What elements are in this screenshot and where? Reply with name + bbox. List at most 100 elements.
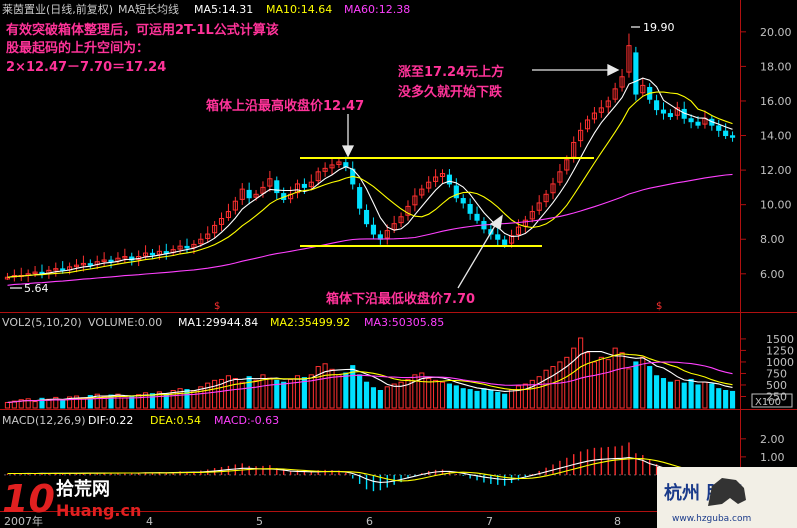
vol-value: VOLUME:0.00 [88,316,162,329]
volume-bar [205,382,211,409]
vol-axis-label: 500 [766,379,787,392]
volume-bar [218,378,225,409]
candle-body [433,176,439,182]
candle-body [405,205,411,216]
volume-bar [329,368,335,409]
vol-ma2: MA2:35499.92 [270,316,350,329]
candle-body [578,129,584,142]
volume-bar [87,395,93,409]
vol-ma2-line [7,353,733,404]
volume-bar [370,387,377,409]
volume-bar [115,393,121,409]
candle-body [122,256,128,259]
volume-bar [709,383,715,409]
volume-bar [39,397,45,409]
candle-body [108,259,114,263]
left-watermark: 10 拾荒网 Huang.cn [2,477,141,521]
candle-body [87,263,93,266]
target-label-2: 没多久就开始下跌 [398,84,503,100]
volume-bar [481,388,487,409]
volume-bar [529,379,535,409]
volume-bar [460,388,466,409]
candle-body [322,167,328,172]
volume-bar [688,378,694,409]
volume-bar [681,382,687,409]
x-label-6: 6 [366,515,373,528]
box-bottom-label: 箱体下沿最低收盘价7.70 [326,291,475,307]
ma10-line [7,91,733,278]
candle-body [301,183,307,188]
volume-bar [391,383,397,409]
candle-body [315,171,321,182]
volume-bar [136,394,142,409]
ma5-line [7,77,733,278]
volume-bar [246,376,252,409]
candle-body [239,188,245,200]
candle-body [212,224,218,234]
volume-bar [446,383,452,409]
volume-bar [60,400,66,409]
volume-bar [702,381,708,409]
candle-body [474,213,480,221]
candle-body [225,211,232,218]
volume-bar [350,365,356,409]
volume-bar [170,389,176,409]
candle-body [536,202,542,211]
macd-value: MACD:-0.63 [214,414,279,427]
candle-body [667,113,673,118]
volume-bar [294,375,301,409]
volume-bar [308,374,314,409]
candle-body [688,118,694,123]
candle-body [343,162,349,168]
candle-body [198,238,204,245]
candle-body [177,245,183,250]
volume-bar [357,374,363,409]
candle-body [357,187,363,209]
volume-bar [716,388,722,409]
candle-body [584,119,591,130]
volume-bar [439,381,446,409]
watermark-left-url: Huang.cn [56,501,141,520]
volume-bar [633,361,639,409]
arrow-box-top-head [341,145,355,158]
arrow-target-head [607,63,620,77]
candle-body [508,235,515,244]
annotation-line-1: 有效突破箱体整理后，可运用2T-1L公式计算该 [6,22,279,38]
price-axis-label: 16.00 [760,95,792,108]
candle-body [460,198,466,204]
arrow-box-bottom [457,223,497,289]
candle-body [73,264,80,268]
volume-bar [495,391,501,409]
volume-bar [67,396,73,409]
macd-dea: DEA:0.54 [150,414,201,427]
vol-title: VOL2(5,10,20) [2,316,82,329]
price-axis-label: 14.00 [760,130,792,143]
candle-body [550,183,556,194]
volume-bar [18,399,24,409]
volume-bar [94,393,100,409]
volume-bar [619,352,625,409]
volume-bar [626,368,632,409]
vol-ma3: MA3:50305.85 [364,316,444,329]
candle-body [191,243,197,248]
candle-body [674,107,680,116]
candle-body [654,100,660,111]
annotation-line-3: 2×12.47－7.70＝17.24 [6,60,166,75]
candle-body [605,100,611,108]
candle-body [633,52,639,95]
candle-body [529,211,535,220]
volume-bar [253,379,259,409]
volume-bar [232,378,238,409]
macd-axis-label: 2.00 [760,433,785,446]
volume-bar [508,389,515,409]
candle-body [426,181,432,189]
vol-axis-label: 750 [766,367,787,380]
macd-axis-label: 1.00 [760,451,785,464]
candle-body [4,276,11,280]
volume-bar [405,378,411,409]
watermark-left-brand: 拾荒网 [56,478,110,500]
price-axis-label: 12.00 [760,164,792,177]
volume-unit-box [751,393,793,408]
volume-bar [667,381,673,409]
volume-bar [522,383,528,409]
